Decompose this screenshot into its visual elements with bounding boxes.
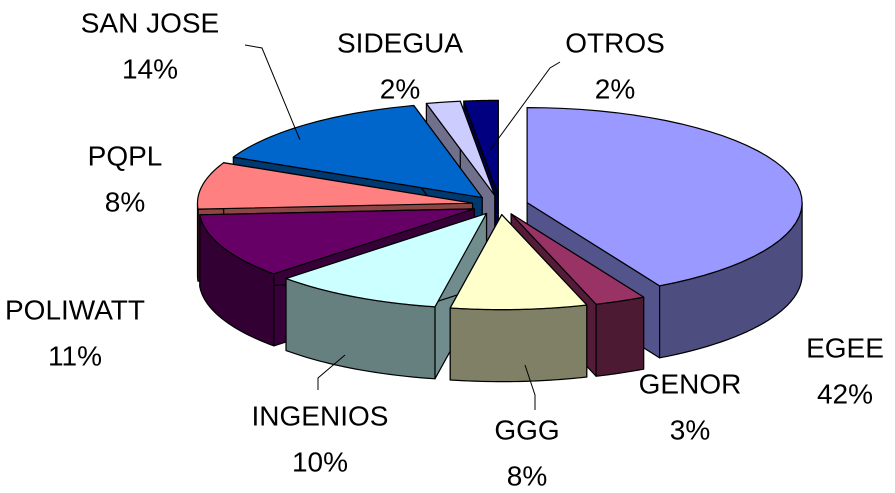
data-label-name: POLIWATT xyxy=(5,294,145,325)
slice-side xyxy=(196,202,199,282)
slice-top xyxy=(449,214,588,311)
data-label-value: 8% xyxy=(507,460,547,491)
slice xyxy=(199,208,475,347)
data-label-value: 14% xyxy=(122,53,178,84)
slice-top xyxy=(285,212,488,308)
data-label-value: 11% xyxy=(48,340,102,371)
leader-line xyxy=(244,44,301,141)
slice xyxy=(449,214,588,383)
data-label-value: 3% xyxy=(670,414,710,445)
slice-top xyxy=(526,106,803,287)
data-label-name: GGG xyxy=(494,414,559,445)
data-label-name: SIDEGUA xyxy=(337,27,463,58)
data-label-name: SAN JOSE xyxy=(81,7,219,38)
data-label-value: 2% xyxy=(380,73,420,104)
slice-top xyxy=(463,99,499,196)
slice-top xyxy=(425,100,496,197)
data-label-name: GENOR xyxy=(639,368,742,399)
data-label-name: INGENIOS xyxy=(252,400,389,431)
data-label-value: 2% xyxy=(595,73,635,104)
labels: EGEE 42% GENOR 3% GGG 8% INGENIOS 10% POLIWATT 11… xyxy=(5,7,884,491)
data-label-value: 8% xyxy=(105,186,145,217)
data-label-value: 42% xyxy=(817,378,873,409)
leader-line xyxy=(524,364,536,410)
slice-top xyxy=(199,208,475,275)
pie xyxy=(196,99,803,383)
slice-side xyxy=(595,296,645,377)
data-label-value: 10% xyxy=(292,446,348,477)
data-label-name: PQPL xyxy=(88,140,163,171)
slice-top xyxy=(510,213,645,305)
slice xyxy=(285,212,488,380)
slice-top xyxy=(196,162,474,210)
data-label-name: OTROS xyxy=(565,27,665,58)
data-label-name: EGEE xyxy=(806,332,884,363)
leader-line xyxy=(317,354,346,390)
leader-line xyxy=(489,61,561,151)
slice-side xyxy=(449,304,588,383)
